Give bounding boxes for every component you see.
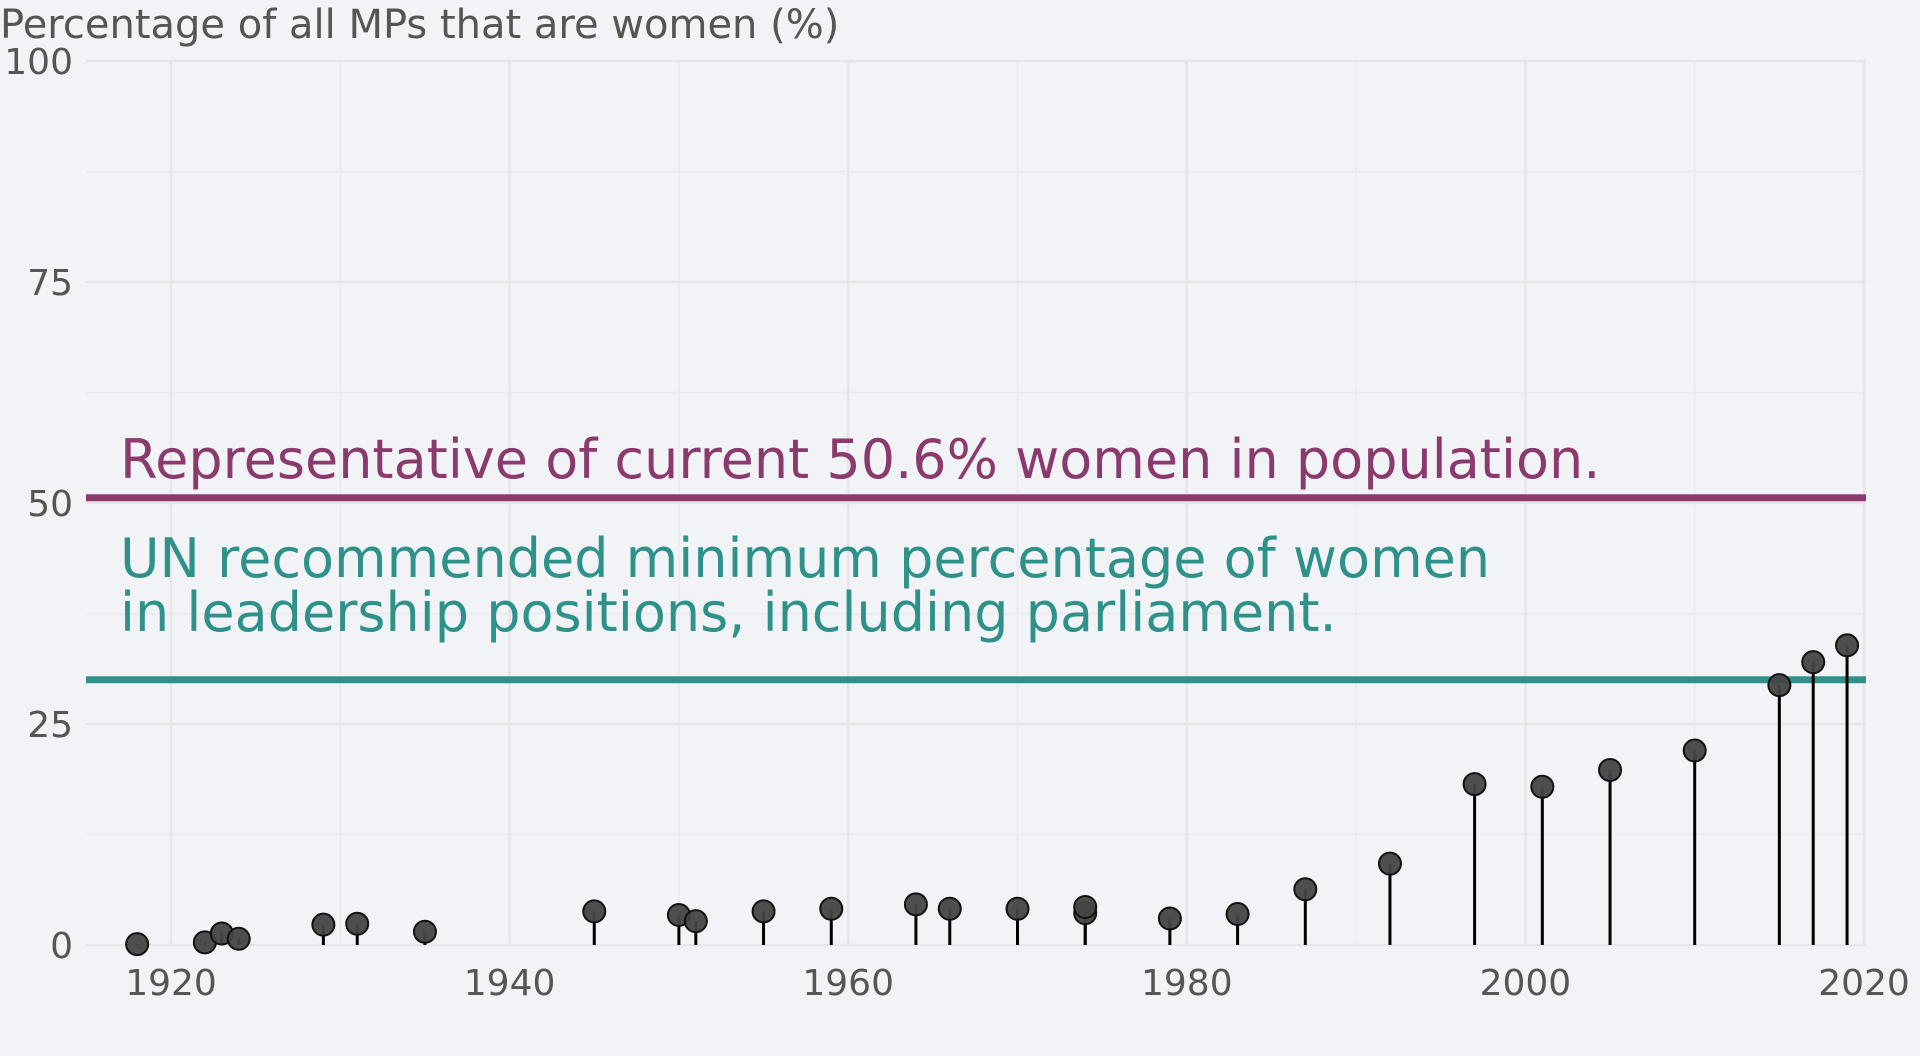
data-point bbox=[937, 896, 962, 921]
data-point bbox=[1801, 650, 1826, 675]
reference-lines: Representative of current 50.6% women in… bbox=[86, 428, 1866, 684]
data-point bbox=[751, 899, 776, 924]
data-point bbox=[1462, 772, 1487, 797]
y-tick-label: 50 bbox=[27, 484, 73, 525]
reference-line-label: in leadership positions, including parli… bbox=[120, 581, 1337, 644]
data-point bbox=[311, 912, 336, 937]
y-tick-label: 100 bbox=[4, 42, 73, 83]
y-tick-label: 25 bbox=[27, 705, 73, 746]
reference-line-label: UN recommended minimum percentage of wom… bbox=[120, 527, 1490, 590]
data-point bbox=[582, 899, 607, 924]
data-point bbox=[412, 919, 437, 944]
y-tick-label: 0 bbox=[50, 926, 73, 967]
x-axis-ticks: 1920 1940 1960 1980 2000 2020 bbox=[125, 963, 1910, 1004]
data-point bbox=[125, 932, 150, 957]
data-point bbox=[1530, 774, 1555, 799]
data-point bbox=[1293, 877, 1318, 902]
y-axis-ticks: 0 25 50 75 100 bbox=[4, 42, 73, 967]
grid bbox=[86, 59, 1866, 947]
data-point bbox=[1225, 902, 1250, 927]
data-point bbox=[1157, 906, 1182, 931]
data-point bbox=[1073, 894, 1098, 919]
data-point bbox=[1682, 738, 1707, 763]
x-tick-label: 2000 bbox=[1480, 963, 1572, 1004]
points bbox=[125, 633, 1860, 957]
data-point bbox=[1767, 673, 1792, 698]
data-point bbox=[345, 911, 370, 936]
x-tick-label: 1940 bbox=[464, 963, 556, 1004]
data-point bbox=[819, 896, 844, 921]
chart-title: Percentage of all MPs that are women (%) bbox=[0, 2, 839, 48]
data-point bbox=[226, 926, 251, 951]
stems bbox=[135, 645, 1849, 945]
x-tick-label: 1980 bbox=[1141, 963, 1233, 1004]
y-tick-label: 75 bbox=[27, 263, 73, 304]
reference-line-label: Representative of current 50.6% women in… bbox=[120, 428, 1600, 491]
data-point bbox=[1005, 896, 1030, 921]
data-point bbox=[903, 892, 928, 917]
data-point bbox=[1377, 851, 1402, 876]
x-tick-label: 1960 bbox=[802, 963, 894, 1004]
data-point bbox=[1835, 633, 1860, 658]
data-point bbox=[683, 909, 708, 934]
x-tick-label: 1920 bbox=[125, 963, 217, 1004]
x-tick-label: 2020 bbox=[1818, 963, 1910, 1004]
data-point bbox=[1598, 757, 1623, 782]
